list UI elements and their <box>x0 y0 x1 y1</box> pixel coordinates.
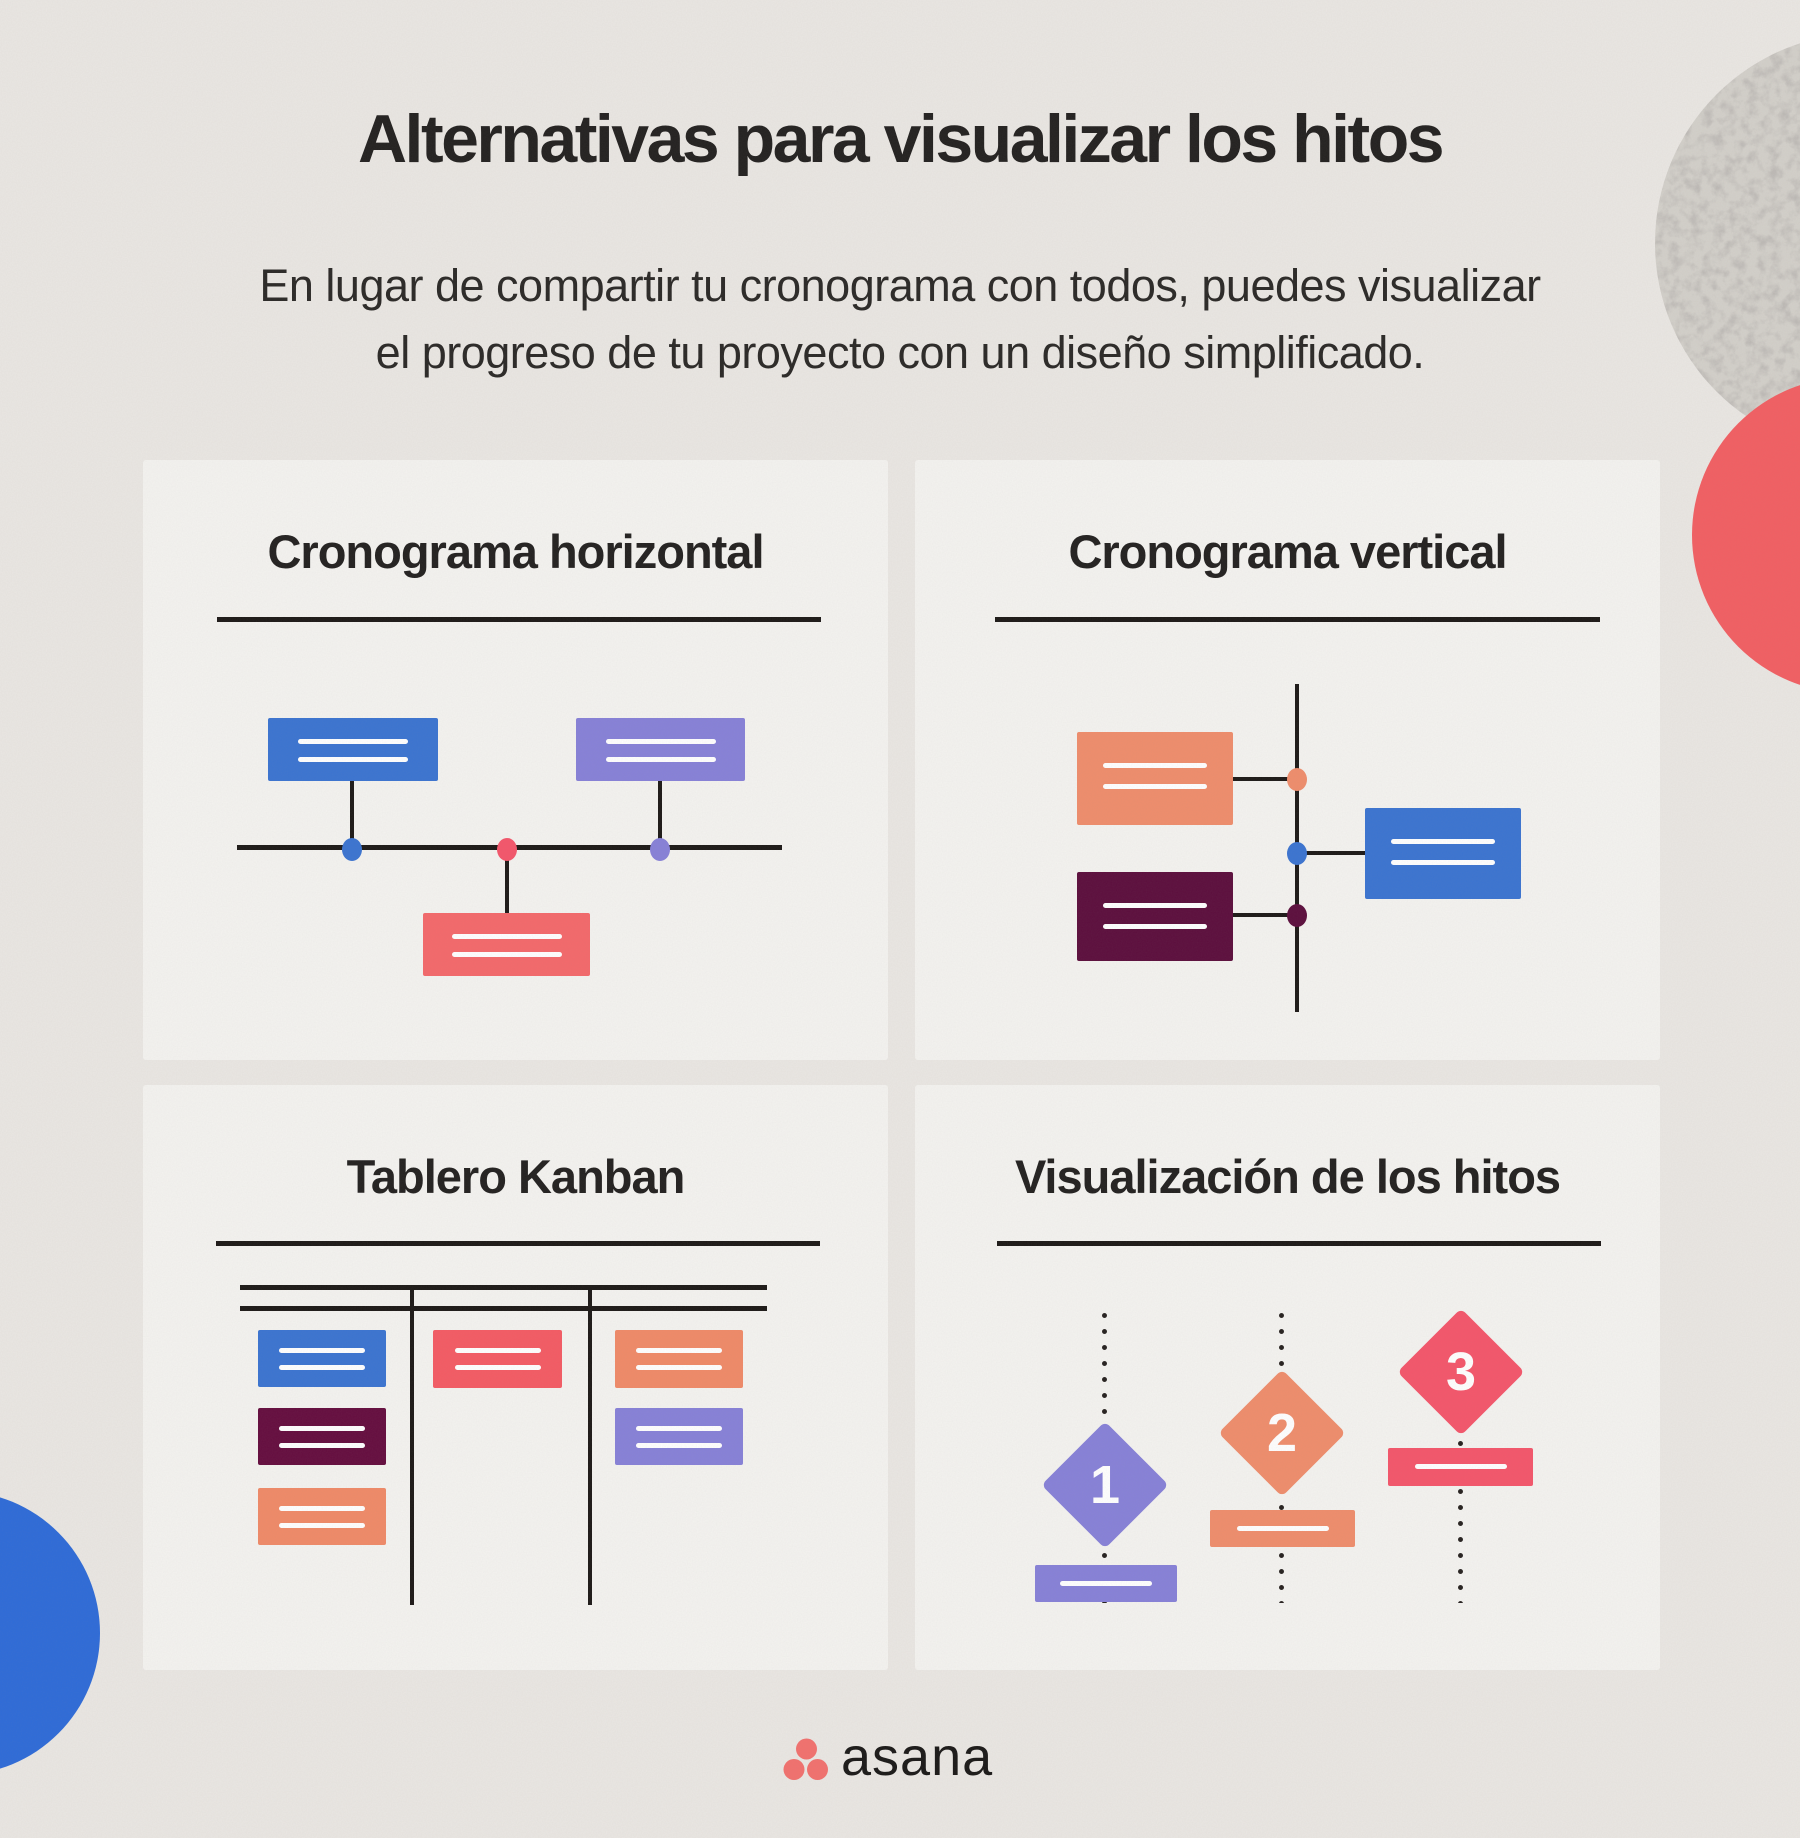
milestone-number: 2 <box>1266 1402 1298 1463</box>
milestone-bar-purple <box>1035 1565 1177 1602</box>
asana-logo: asana <box>783 1727 993 1787</box>
milestone-bar-red <box>1388 1448 1533 1486</box>
task-card-orange <box>1077 732 1233 825</box>
milestone-dot-blue <box>1287 842 1307 865</box>
task-card-maroon <box>1077 872 1233 961</box>
title-underline <box>217 617 821 622</box>
milestone-dot-purple <box>650 838 670 861</box>
panel-title: Visualización de los hitos <box>1014 1150 1561 1203</box>
blue-deco-circle <box>0 1497 100 1769</box>
milestone-number: 3 <box>1445 1341 1477 1402</box>
task-card-blue <box>1365 808 1521 899</box>
column-divider <box>410 1287 414 1605</box>
gray-texture-circle <box>1655 43 1800 443</box>
milestone-diamond-3: 3 <box>1397 1308 1525 1436</box>
milestone-number: 1 <box>1089 1454 1121 1515</box>
connector-line <box>1297 851 1367 855</box>
kanban-card-purple <box>615 1408 743 1465</box>
board-header-line <box>240 1306 767 1311</box>
title-underline <box>997 1241 1601 1246</box>
title-underline <box>216 1241 820 1246</box>
panel-title: Cronograma horizontal <box>267 525 764 578</box>
subtitle-line-2: el progreso de tu proyecto con un diseño… <box>375 327 1425 378</box>
kanban-card-orange <box>615 1330 743 1388</box>
panel-title: Tablero Kanban <box>346 1150 686 1203</box>
kanban-card-maroon <box>258 1408 386 1465</box>
panel-title: Cronograma vertical <box>1068 525 1507 578</box>
kanban-card-red <box>433 1330 562 1388</box>
panel-visualizacion-hitos: Visualización de los hitos 1 2 3 <box>915 1085 1660 1670</box>
milestone-dot-orange <box>1287 768 1307 791</box>
column-divider <box>588 1287 592 1605</box>
kanban-card-blue <box>258 1330 386 1387</box>
task-card-blue <box>268 718 438 781</box>
page-title: Alternativas para visualizar los hitos <box>357 101 1445 177</box>
kanban-card-orange <box>258 1488 386 1545</box>
asana-dots-icon <box>783 1738 828 1780</box>
panel-cronograma-horizontal: Cronograma horizontal <box>143 460 888 1060</box>
page-subtitle: En lugar de compartir tu cronograma con … <box>0 252 1800 386</box>
milestone-diamond-1: 1 <box>1041 1421 1169 1549</box>
milestone-dot-red <box>497 838 517 861</box>
milestone-dot-maroon <box>1287 904 1307 927</box>
task-card-red <box>423 913 590 976</box>
milestone-diamond-2: 2 <box>1218 1369 1346 1497</box>
red-deco-circle <box>1692 385 1800 685</box>
board-top-line <box>240 1285 767 1290</box>
panel-tablero-kanban: Tablero Kanban <box>143 1085 888 1670</box>
task-card-purple <box>576 718 745 781</box>
title-underline <box>995 617 1600 622</box>
asana-wordmark: asana <box>841 1727 994 1787</box>
panel-cronograma-vertical: Cronograma vertical <box>915 460 1660 1060</box>
milestone-bar-orange <box>1210 1510 1355 1547</box>
milestone-dot-blue <box>342 838 362 861</box>
subtitle-line-1: En lugar de compartir tu cronograma con … <box>259 260 1541 311</box>
